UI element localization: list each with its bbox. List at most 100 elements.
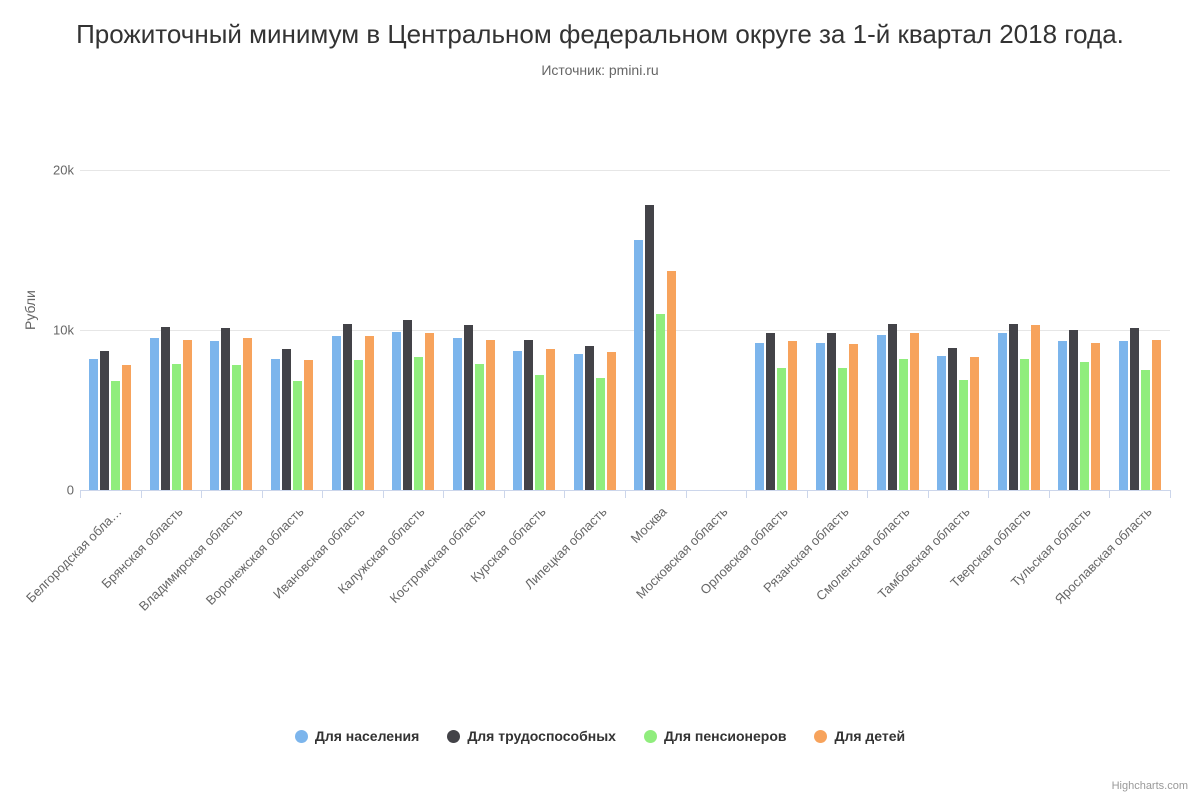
bar[interactable] (607, 352, 616, 490)
bar[interactable] (755, 343, 764, 490)
bar[interactable] (282, 349, 291, 490)
bar[interactable] (210, 341, 219, 490)
bar[interactable] (1009, 324, 1018, 490)
bar[interactable] (403, 320, 412, 490)
x-tick-mark (443, 490, 444, 498)
bar[interactable] (392, 332, 401, 490)
category-group (998, 170, 1040, 490)
bar[interactable] (948, 348, 957, 490)
x-tick-mark (201, 490, 202, 498)
x-tick-mark (746, 490, 747, 498)
x-tick-mark (625, 490, 626, 498)
bar[interactable] (425, 333, 434, 490)
bar[interactable] (1058, 341, 1067, 490)
bar[interactable] (838, 368, 847, 490)
bar[interactable] (111, 381, 120, 490)
bar[interactable] (1119, 341, 1128, 490)
bar[interactable] (100, 351, 109, 490)
bar[interactable] (998, 333, 1007, 490)
x-tick-mark (686, 490, 687, 498)
bar[interactable] (1152, 340, 1161, 490)
legend-marker-icon (814, 730, 827, 743)
bar[interactable] (910, 333, 919, 490)
bar[interactable] (453, 338, 462, 490)
x-tick-mark (564, 490, 565, 498)
bar[interactable] (766, 333, 775, 490)
x-tick-mark (867, 490, 868, 498)
credits-link[interactable]: Highcharts.com (1112, 780, 1188, 792)
bar[interactable] (475, 364, 484, 490)
category-group (271, 170, 313, 490)
bar[interactable] (937, 356, 946, 490)
category-group (392, 170, 434, 490)
chart-container: Прожиточный минимум в Центральном федера… (0, 0, 1200, 800)
bar[interactable] (877, 335, 886, 490)
bar[interactable] (414, 357, 423, 490)
x-tick-mark (504, 490, 505, 498)
legend-item[interactable]: Для детей (814, 728, 905, 744)
bar[interactable] (332, 336, 341, 490)
category-group (210, 170, 252, 490)
bar[interactable] (1130, 328, 1139, 490)
category-group (332, 170, 374, 490)
bar[interactable] (221, 328, 230, 490)
legend-marker-icon (295, 730, 308, 743)
bar[interactable] (343, 324, 352, 490)
bar[interactable] (172, 364, 181, 490)
bar[interactable] (634, 240, 643, 490)
category-group (877, 170, 919, 490)
bar[interactable] (1020, 359, 1029, 490)
bar[interactable] (1031, 325, 1040, 490)
bar[interactable] (827, 333, 836, 490)
bar[interactable] (1069, 330, 1078, 490)
bar[interactable] (1141, 370, 1150, 490)
bar[interactable] (596, 378, 605, 490)
x-tick-mark (383, 490, 384, 498)
category-group (150, 170, 192, 490)
bar[interactable] (524, 340, 533, 490)
bar[interactable] (293, 381, 302, 490)
bar[interactable] (970, 357, 979, 490)
bar[interactable] (304, 360, 313, 490)
bar[interactable] (546, 349, 555, 490)
x-tick-mark (141, 490, 142, 498)
bar[interactable] (122, 365, 131, 490)
bar[interactable] (574, 354, 583, 490)
bar[interactable] (232, 365, 241, 490)
legend-item[interactable]: Для населения (295, 728, 419, 744)
bar[interactable] (513, 351, 522, 490)
bar[interactable] (89, 359, 98, 490)
bar[interactable] (354, 360, 363, 490)
bar[interactable] (959, 380, 968, 490)
category-group (574, 170, 616, 490)
bar[interactable] (816, 343, 825, 490)
x-tick-mark (1109, 490, 1110, 498)
bar[interactable] (1091, 343, 1100, 490)
legend: Для населения Для трудоспособных Для пенси… (0, 728, 1200, 746)
y-tick-label: 10k (14, 323, 74, 338)
bar[interactable] (150, 338, 159, 490)
legend-item[interactable]: Для трудоспособных (447, 728, 616, 744)
bar[interactable] (777, 368, 786, 490)
bar[interactable] (161, 327, 170, 490)
bar[interactable] (486, 340, 495, 490)
bar[interactable] (656, 314, 665, 490)
bar[interactable] (183, 340, 192, 490)
bar[interactable] (243, 338, 252, 490)
bar[interactable] (645, 205, 654, 490)
bar[interactable] (788, 341, 797, 490)
bar[interactable] (899, 359, 908, 490)
bar[interactable] (585, 346, 594, 490)
bar[interactable] (667, 271, 676, 490)
bar[interactable] (1080, 362, 1089, 490)
bar[interactable] (464, 325, 473, 490)
bar[interactable] (888, 324, 897, 490)
legend-item[interactable]: Для пенсионеров (644, 728, 787, 744)
category-group (1119, 170, 1161, 490)
bar[interactable] (365, 336, 374, 490)
x-tick-mark (322, 490, 323, 498)
bar[interactable] (535, 375, 544, 490)
bar[interactable] (271, 359, 280, 490)
bar[interactable] (849, 344, 858, 490)
category-group (816, 170, 858, 490)
